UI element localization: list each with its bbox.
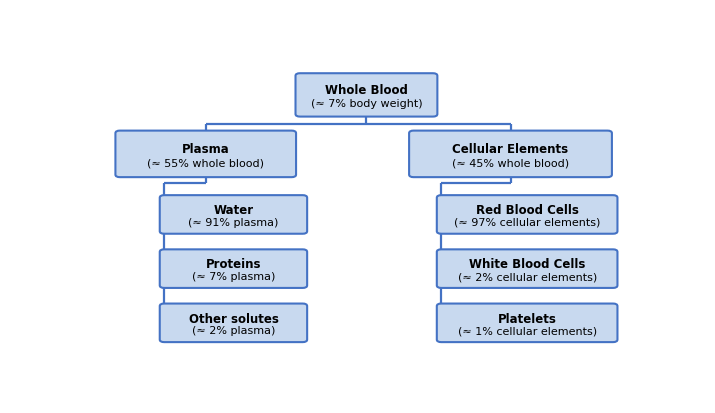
Text: Red Blood Cells: Red Blood Cells <box>475 204 578 217</box>
Text: White Blood Cells: White Blood Cells <box>469 258 586 271</box>
FancyBboxPatch shape <box>409 131 612 178</box>
Text: (≈ 55% whole blood): (≈ 55% whole blood) <box>147 159 265 169</box>
FancyBboxPatch shape <box>295 74 438 117</box>
Text: (≈ 1% cellular elements): (≈ 1% cellular elements) <box>458 325 597 335</box>
Text: Water: Water <box>213 204 254 217</box>
Text: Whole Blood: Whole Blood <box>325 84 408 97</box>
Text: Proteins: Proteins <box>206 258 261 271</box>
Text: (≈ 7% body weight): (≈ 7% body weight) <box>310 99 423 109</box>
Text: Cellular Elements: Cellular Elements <box>453 142 568 155</box>
Text: (≈ 45% whole blood): (≈ 45% whole blood) <box>452 159 569 169</box>
FancyBboxPatch shape <box>437 250 618 288</box>
Text: (≈ 7% plasma): (≈ 7% plasma) <box>192 271 275 281</box>
FancyBboxPatch shape <box>159 196 307 234</box>
FancyBboxPatch shape <box>437 196 618 234</box>
FancyBboxPatch shape <box>159 250 307 288</box>
Text: Plasma: Plasma <box>182 142 230 155</box>
FancyBboxPatch shape <box>159 304 307 342</box>
Text: (≈ 2% cellular elements): (≈ 2% cellular elements) <box>458 271 597 281</box>
Text: (≈ 2% plasma): (≈ 2% plasma) <box>192 325 275 335</box>
Text: Platelets: Platelets <box>498 312 556 325</box>
FancyBboxPatch shape <box>437 304 618 342</box>
Text: (≈ 97% cellular elements): (≈ 97% cellular elements) <box>454 217 601 227</box>
Text: (≈ 91% plasma): (≈ 91% plasma) <box>188 217 279 227</box>
Text: Other solutes: Other solutes <box>189 312 278 325</box>
FancyBboxPatch shape <box>115 131 296 178</box>
